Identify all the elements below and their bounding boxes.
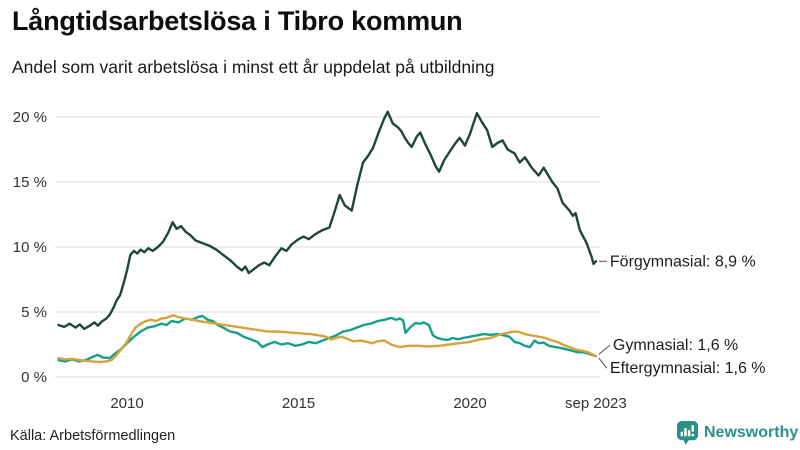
label-connector <box>598 357 608 369</box>
y-tick-label: 5 % <box>21 304 47 321</box>
series-line-förgymnasial <box>57 110 598 331</box>
x-tick-label: 2020 <box>453 395 486 412</box>
series-end-label: Gymnasial: 1,6 % <box>613 337 738 354</box>
x-tick-label: sep 2023 <box>565 395 627 412</box>
series-line-eftergymnasial <box>57 314 598 364</box>
newsworthy-logo[interactable]: Newsworthy <box>676 420 798 446</box>
y-tick-label: 15 % <box>13 174 47 191</box>
chart-subtitle: Andel som varit arbetslösa i minst ett å… <box>12 57 495 77</box>
y-tick-label: 20 % <box>13 109 47 126</box>
newsworthy-wordmark: Newsworthy <box>704 424 799 441</box>
series-line-gymnasial <box>57 314 598 363</box>
series-end-label: Eftergymnasial: 1,6 % <box>610 360 766 377</box>
x-tick-label: 2015 <box>282 395 315 412</box>
series-end-label: Förgymnasial: 8,9 % <box>610 253 756 270</box>
gridlines <box>55 116 600 378</box>
newsworthy-icon <box>676 421 699 445</box>
x-tick-label: 2010 <box>110 395 143 412</box>
source-note: Källa: Arbetsförmedlingen <box>10 428 176 444</box>
y-tick-label: 0 % <box>21 369 47 386</box>
label-connector <box>598 344 611 355</box>
y-tick-label: 10 % <box>13 239 47 256</box>
chart-title: Långtidsarbetslösa i Tibro kommun <box>12 6 463 36</box>
